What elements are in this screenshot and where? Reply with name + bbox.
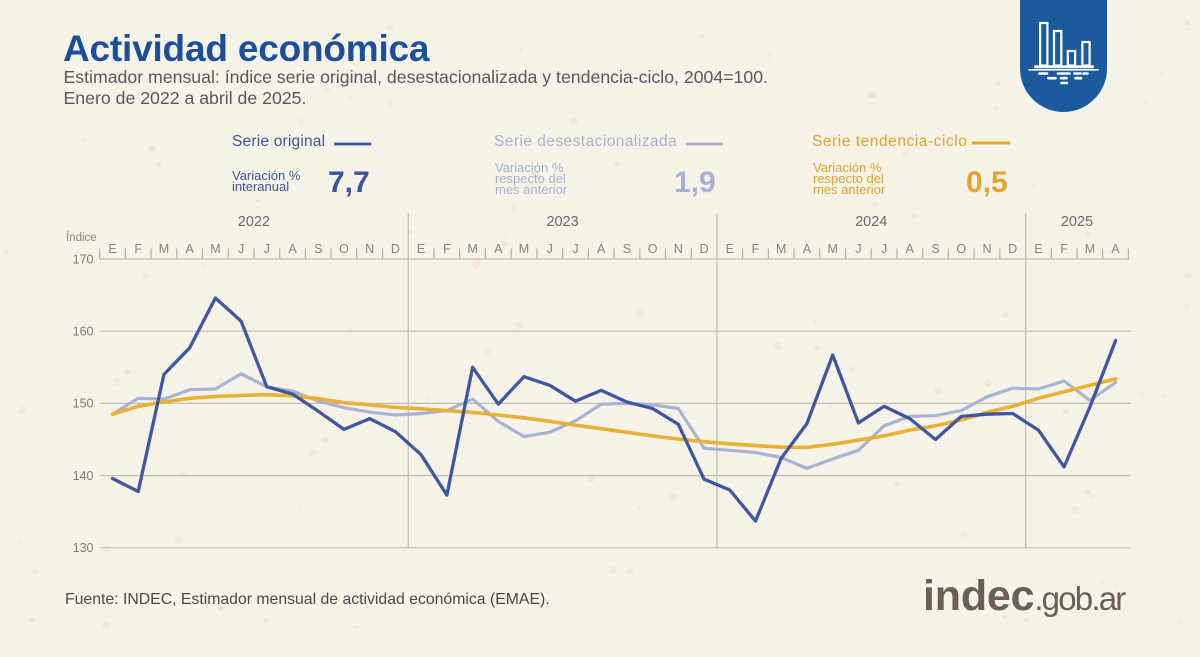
svg-text:J: J bbox=[572, 242, 578, 256]
svg-text:2022: 2022 bbox=[238, 214, 270, 230]
svg-text:M: M bbox=[827, 242, 837, 256]
svg-text:S: S bbox=[314, 242, 322, 256]
svg-text:D: D bbox=[700, 242, 709, 256]
svg-text:M: M bbox=[519, 242, 529, 256]
svg-text:M: M bbox=[1085, 242, 1095, 256]
svg-text:160: 160 bbox=[73, 325, 94, 339]
svg-text:2024: 2024 bbox=[855, 214, 887, 230]
svg-text:M: M bbox=[159, 242, 169, 256]
svg-text:O: O bbox=[339, 242, 349, 256]
svg-text:E: E bbox=[108, 242, 116, 256]
svg-text:A: A bbox=[597, 242, 606, 256]
svg-text:A: A bbox=[288, 242, 297, 256]
svg-text:E: E bbox=[1034, 242, 1042, 256]
svg-text:J: J bbox=[264, 242, 270, 256]
svg-text:J: J bbox=[855, 242, 861, 256]
svg-text:A: A bbox=[803, 242, 812, 256]
svg-text:M: M bbox=[467, 242, 477, 256]
svg-text:O: O bbox=[956, 242, 966, 256]
svg-text:M: M bbox=[210, 242, 220, 256]
svg-text:E: E bbox=[726, 242, 734, 256]
svg-text:F: F bbox=[443, 242, 451, 256]
svg-text:A: A bbox=[906, 242, 915, 256]
svg-text:170: 170 bbox=[73, 252, 94, 266]
svg-text:D: D bbox=[391, 242, 400, 256]
svg-text:S: S bbox=[623, 242, 631, 256]
svg-text:Índice: Índice bbox=[66, 231, 97, 244]
svg-text:J: J bbox=[238, 242, 244, 256]
svg-text:D: D bbox=[1008, 242, 1017, 256]
svg-text:M: M bbox=[776, 242, 786, 256]
svg-text:A: A bbox=[186, 242, 195, 256]
svg-text:F: F bbox=[134, 242, 142, 256]
svg-text:J: J bbox=[547, 242, 553, 256]
svg-text:2023: 2023 bbox=[546, 214, 578, 230]
svg-text:F: F bbox=[752, 242, 760, 256]
svg-text:O: O bbox=[648, 242, 658, 256]
svg-text:E: E bbox=[417, 242, 425, 256]
svg-text:150: 150 bbox=[73, 397, 94, 411]
svg-text:130: 130 bbox=[73, 541, 94, 555]
svg-text:N: N bbox=[674, 242, 683, 256]
svg-text:A: A bbox=[1111, 242, 1120, 256]
svg-text:2025: 2025 bbox=[1061, 214, 1093, 230]
svg-text:140: 140 bbox=[73, 469, 94, 483]
svg-text:A: A bbox=[494, 242, 503, 256]
svg-text:J: J bbox=[881, 242, 887, 256]
svg-text:F: F bbox=[1060, 242, 1068, 256]
svg-text:S: S bbox=[931, 242, 939, 256]
svg-text:N: N bbox=[982, 242, 991, 256]
svg-text:N: N bbox=[365, 242, 374, 256]
